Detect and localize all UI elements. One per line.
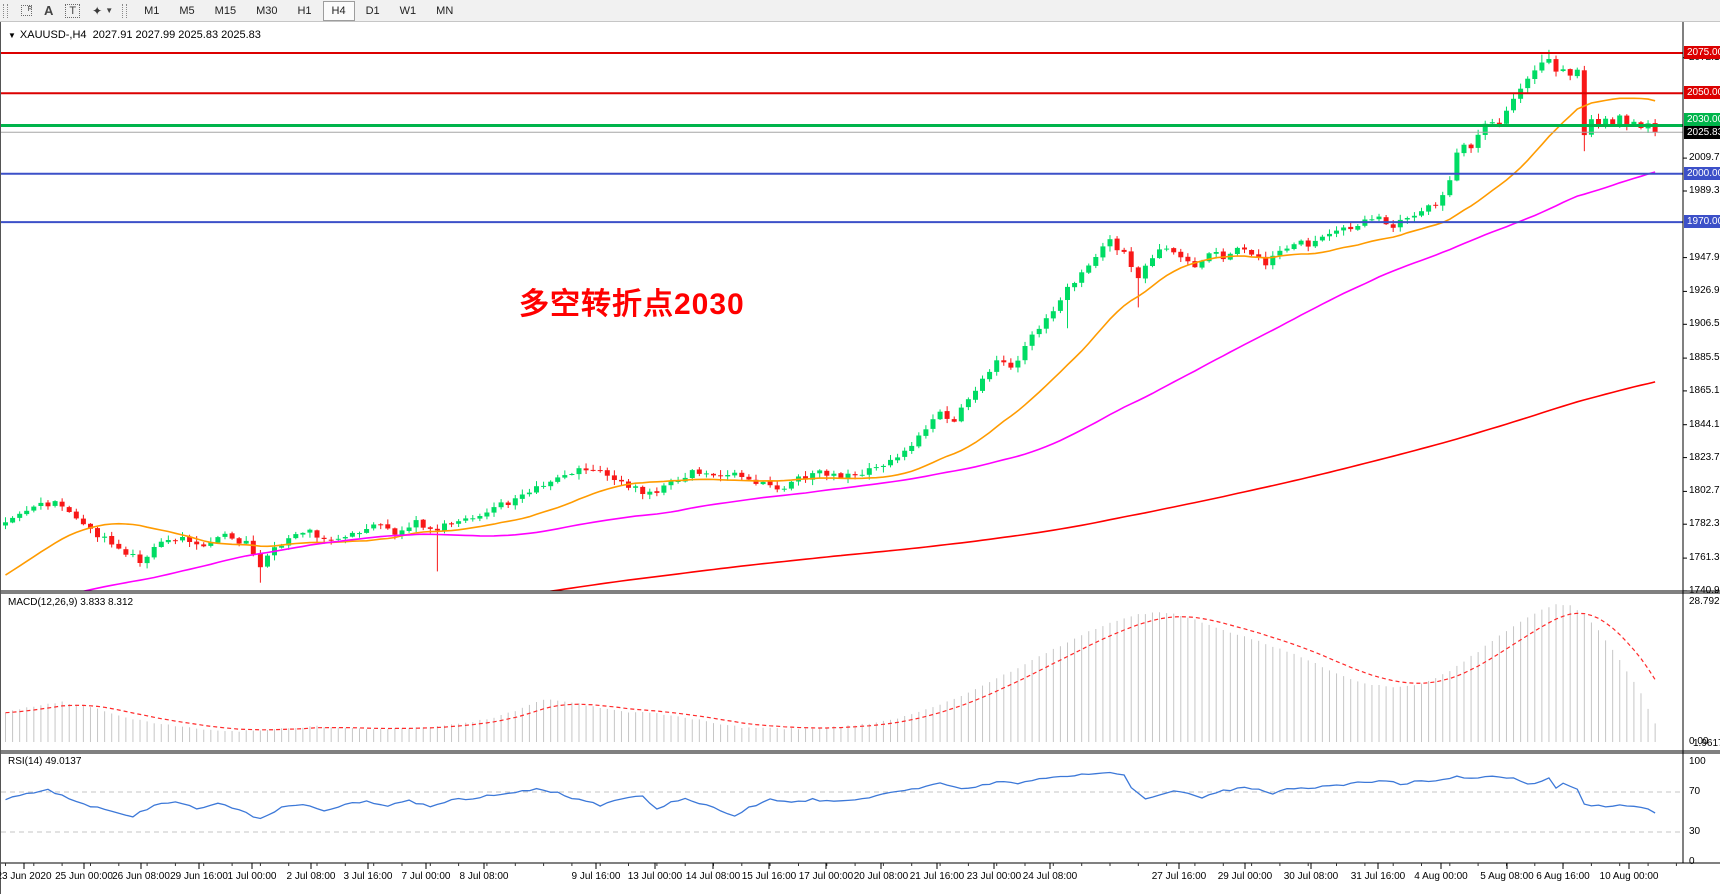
price-tick-label: 1844.10: [1689, 418, 1720, 430]
x-axis-label: 8 Jul 08:00: [459, 871, 509, 882]
price-tick-label: 1761.30: [1689, 552, 1720, 564]
price-tick-label: 1823.70: [1689, 451, 1720, 463]
timeframe-button-h4[interactable]: H4: [322, 0, 355, 21]
price-tick-label: 1865.10: [1689, 384, 1720, 396]
macd-panel[interactable]: [1, 593, 1683, 751]
ohlc-values: 2027.91 2027.99 2025.83 2025.83: [92, 29, 261, 41]
price-tick-label: 1802.70: [1689, 485, 1720, 497]
price-level-label: 2030.00: [1684, 113, 1720, 127]
x-axis-label: 26 Jun 08:00: [112, 871, 170, 882]
timeframe-button-m5[interactable]: M5: [179, 4, 195, 17]
x-axis-label: 31 Jul 16:00: [1350, 871, 1406, 882]
x-axis-label: 15 Jul 16:00: [741, 871, 797, 882]
indicator-grid-icon[interactable]: F: [15, 5, 38, 16]
x-axis-label: 6 Aug 16:00: [1536, 871, 1590, 882]
macd-axis-min: 1.9617: [1693, 738, 1720, 749]
x-axis-label: 20 Jul 08:00: [853, 871, 909, 882]
price-tick-label: 1926.90: [1689, 285, 1720, 297]
x-axis-label: 27 Jul 16:00: [1151, 871, 1207, 882]
timeframe-button-d1[interactable]: D1: [365, 4, 380, 17]
chevron-down-icon[interactable]: ▼: [105, 5, 114, 15]
collapse-triangle-icon[interactable]: ▼: [8, 31, 16, 40]
x-axis-label: 23 Jun 2020: [0, 871, 52, 882]
x-axis-label: 10 Aug 00:00: [1599, 871, 1659, 882]
dotted-box-icon: F: [21, 5, 32, 16]
cursor-glyph: ✦: [92, 3, 103, 18]
price-tick-label: 1906.50: [1689, 318, 1720, 330]
price-level-label: 1970.00: [1684, 215, 1720, 229]
x-axis-label: 23 Jul 00:00: [966, 871, 1022, 882]
chart-window[interactable]: ▼ XAUUSD-,H4 2027.91 2027.99 2025.83 2025…: [0, 22, 1720, 894]
x-axis-label: 3 Jul 16:00: [343, 871, 393, 882]
price-tick-label: 1885.50: [1689, 352, 1720, 364]
timeframe-bar: M1 M5 M15 M30 H1 H4 D1 W1 MN: [134, 0, 463, 21]
price-level-label: 2000.00: [1684, 166, 1720, 180]
x-axis-label: 21 Jul 16:00: [909, 871, 965, 882]
rsi-panel[interactable]: [1, 753, 1683, 863]
price-tick-label: 1782.30: [1689, 518, 1720, 530]
symbol-period: XAUUSD-,H4: [19, 29, 87, 41]
timeframe-button-m1[interactable]: M1: [144, 4, 160, 17]
rsi-axis-100: 100: [1689, 756, 1706, 767]
toolbar-grip-2[interactable]: [122, 3, 128, 18]
x-axis-label: 25 Jun 00:00: [55, 871, 113, 882]
price-tick-label: 1740.90: [1689, 584, 1720, 596]
x-axis-label: 7 Jul 00:00: [401, 871, 451, 882]
x-axis-label: 29 Jul 00:00: [1217, 871, 1273, 882]
x-axis-label: 24 Jul 08:00: [1022, 871, 1078, 882]
x-axis-label: 29 Jun 16:00: [170, 871, 228, 882]
timeframe-button-m15[interactable]: M15: [214, 4, 237, 17]
timeframe-button-w1[interactable]: W1: [399, 4, 417, 17]
rsi-axis-0: 0: [1689, 856, 1695, 867]
x-axis-label: 4 Aug 00:00: [1414, 871, 1468, 882]
cursor-tool-icon[interactable]: ✦ ▼: [86, 2, 119, 20]
macd-axis-zero: 0.00: [1689, 736, 1709, 747]
x-axis-label: 14 Jul 08:00: [685, 871, 741, 882]
timeframe-button-m30[interactable]: M30: [256, 4, 278, 17]
x-axis-label: 30 Jul 08:00: [1283, 871, 1339, 882]
macd-axis-max: 28.792: [1689, 596, 1720, 607]
font-a-icon[interactable]: A: [44, 2, 54, 18]
macd-indicator-label: MACD(12,26,9) 3.833 8.312: [8, 597, 134, 608]
x-axis-label: 1 Jul 00:00: [227, 871, 277, 882]
x-axis-label: 13 Jul 00:00: [627, 871, 683, 882]
rsi-axis-30: 30: [1689, 826, 1701, 837]
main-chart-panel[interactable]: [1, 24, 1683, 591]
price-level-label: 2050.00: [1684, 86, 1720, 100]
rsi-indicator-label: RSI(14) 49.0137: [8, 756, 82, 767]
chart-annotation-text[interactable]: 多空转折点2030: [519, 288, 745, 321]
chart-canvas[interactable]: [1, 22, 1720, 894]
price-level-label: 2075.00: [1684, 46, 1720, 59]
x-axis-label: 9 Jul 16:00: [571, 871, 621, 882]
x-axis-label: 5 Aug 08:00: [1480, 871, 1534, 882]
text-label-icon[interactable]: T: [59, 3, 86, 18]
price-tick-label: 1989.30: [1689, 184, 1720, 196]
toolbar-grip[interactable]: [3, 3, 8, 18]
x-axis-label: 2 Jul 08:00: [286, 871, 336, 882]
rsi-axis-70: 70: [1689, 786, 1701, 797]
price-tick-label: 2009.70: [1689, 152, 1720, 164]
timeframe-button-mn[interactable]: MN: [436, 4, 454, 17]
x-axis-label: 17 Jul 00:00: [798, 871, 854, 882]
timeframe-button-h1[interactable]: H1: [297, 4, 312, 17]
chart-symbol-title: ▼ XAUUSD-,H4 2027.91 2027.99 2025.83 2025…: [8, 29, 261, 41]
price-level-label: 2025.83: [1684, 126, 1720, 140]
top-toolbar: F A T ✦ ▼ M1 M5 M15 M30 H1 H4 D1 W1 MN: [0, 0, 1720, 22]
price-tick-label: 1947.90: [1689, 251, 1720, 263]
